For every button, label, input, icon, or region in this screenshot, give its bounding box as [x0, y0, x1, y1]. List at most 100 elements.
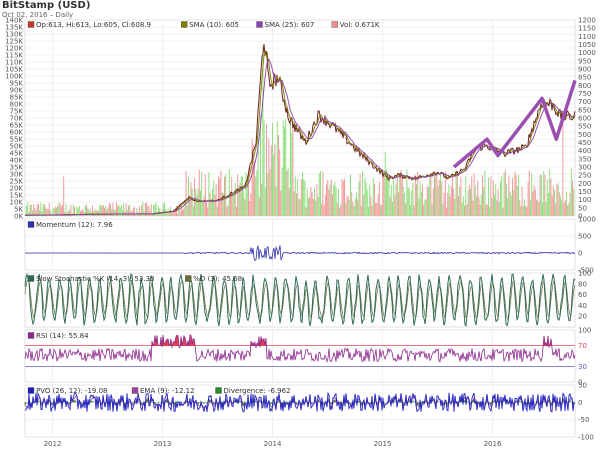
volume-bar: [539, 174, 541, 216]
pvo-tick: 50: [578, 382, 587, 390]
volume-bar: [153, 204, 155, 216]
volume-bar: [521, 186, 523, 216]
volume-bar: [46, 209, 48, 216]
price-legend-swatch: [256, 21, 263, 28]
price-left-tick: 130K: [5, 31, 23, 39]
volume-bar: [393, 179, 395, 216]
volume-bar: [359, 174, 361, 216]
x-tick-label: 2015: [374, 440, 392, 448]
pvo-legend-label: Divergence: -6.962: [224, 387, 291, 395]
volume-bar: [281, 167, 283, 216]
volume-bar: [113, 209, 115, 216]
volume-bar: [542, 202, 543, 216]
volume-bar: [462, 196, 464, 216]
chart-title: BitStamp (USD): [2, 0, 91, 11]
volume-bar: [320, 170, 321, 216]
panel-frame-3: [24, 329, 576, 383]
volume-bar: [76, 206, 78, 216]
volume-bar: [411, 190, 413, 216]
volume-bar: [322, 171, 324, 216]
price-left-tick: 75K: [10, 108, 24, 116]
volume-bar: [560, 196, 561, 216]
pvo-line: [24, 391, 576, 413]
volume-bar: [446, 207, 447, 216]
volume-bar: [405, 203, 407, 216]
volume-bar: [387, 172, 389, 216]
volume-bar: [366, 189, 368, 216]
volume-bar: [336, 202, 338, 216]
price-right-tick: 500: [578, 131, 591, 139]
volume-bar: [68, 210, 69, 216]
volume-bar: [273, 154, 275, 216]
x-tick-label: 2013: [154, 440, 172, 448]
price-left-tick: 100K: [5, 73, 23, 81]
volume-bar: [502, 207, 504, 216]
volume-bar: [114, 210, 116, 216]
volume-bar: [461, 202, 463, 216]
price-right-tick: 150: [578, 188, 591, 196]
volume-bar: [282, 120, 284, 216]
volume-bar: [458, 196, 459, 216]
price-left-tick: 50K: [10, 143, 24, 151]
volume-bar: [504, 169, 506, 216]
volume-bar: [466, 204, 468, 216]
volume-bar: [256, 170, 258, 216]
volume-bar: [562, 120, 564, 216]
volume-bar: [214, 195, 216, 216]
volume-bar: [81, 210, 83, 216]
volume-bar: [449, 196, 451, 216]
volume-bar: [518, 174, 519, 216]
stoch-legend-label: %D (3): 45.68: [193, 275, 242, 283]
volume-bar: [396, 176, 398, 216]
volume-bar: [50, 210, 51, 216]
volume-bar: [292, 123, 294, 216]
volume-bar: [464, 205, 465, 216]
volume-bar: [514, 171, 516, 216]
volume-bar: [492, 180, 494, 216]
volume-bar: [302, 171, 303, 216]
volume-bar: [257, 128, 259, 216]
volume-bar: [335, 187, 337, 216]
volume-bar: [122, 210, 123, 216]
volume-bar: [258, 197, 260, 216]
volume-bar: [572, 180, 573, 216]
volume-bar: [501, 176, 503, 216]
volume-bar: [264, 187, 266, 216]
volume-bar: [558, 192, 560, 216]
volume-bar: [357, 199, 359, 216]
volume-bar: [108, 203, 110, 216]
volume-bar: [251, 138, 253, 216]
volume-bar: [453, 188, 455, 216]
volume-bar: [150, 204, 152, 216]
volume-bar: [551, 195, 553, 216]
volume-bar: [94, 210, 96, 216]
volume-bar: [255, 176, 257, 216]
volume-bar: [346, 196, 348, 216]
volume-bar: [146, 202, 147, 216]
stoch-legend-swatch: [185, 275, 192, 282]
volume-bar: [323, 205, 325, 216]
volume-bar: [510, 195, 512, 216]
price-right-tick: 950: [578, 57, 591, 65]
volume-bar: [203, 196, 205, 216]
volume-bar: [260, 114, 261, 216]
price-right-tick: 550: [578, 123, 591, 131]
volume-bar: [520, 206, 522, 216]
volume-bar: [172, 212, 174, 216]
volume-bar: [29, 204, 31, 216]
volume-bar: [329, 184, 331, 216]
volume-bar: [144, 203, 146, 216]
volume-bar: [191, 189, 193, 216]
volume-bar: [154, 204, 156, 216]
volume-bar: [38, 204, 39, 216]
volume-bar: [228, 169, 230, 216]
price-legend-swatch: [181, 21, 188, 28]
price-right-tick: 700: [578, 98, 591, 106]
volume-bar: [64, 211, 66, 216]
price-right-tick: 100: [578, 196, 591, 204]
volume-bar: [252, 145, 254, 216]
volume-bar: [423, 204, 425, 216]
volume-bar: [494, 194, 495, 216]
volume-bar: [56, 207, 57, 216]
volume-bar: [101, 205, 103, 216]
